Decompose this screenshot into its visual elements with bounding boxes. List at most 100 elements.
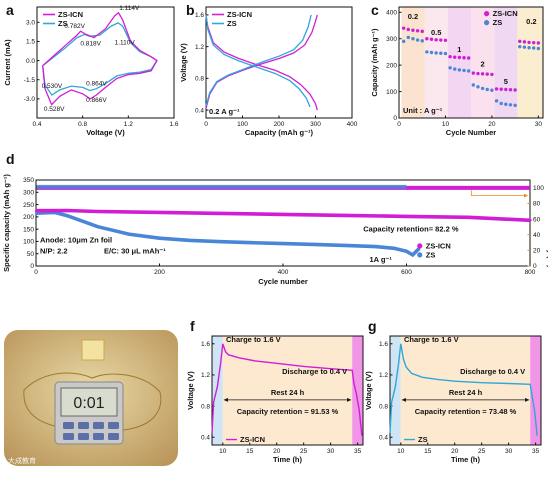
point-zs-icn [494, 87, 499, 91]
panel-label: a [6, 2, 14, 18]
point-zs [425, 50, 429, 54]
discharge-note: Discharge to 0.4 V [460, 367, 525, 376]
y-tick-label: 3.0 [26, 20, 35, 27]
capacity-zs-icn-point [528, 218, 532, 222]
point-zs-icn [504, 87, 508, 92]
peak-annotation: 0.864V [86, 80, 107, 87]
retention-note: Capacity retention = 91.53 % [237, 407, 339, 416]
y2-tick-label: 0 [533, 263, 537, 270]
x-axis-label: Cycle number [258, 277, 308, 286]
y-tick-label: 200 [386, 62, 397, 69]
y-tick-label: 1.6 [195, 12, 204, 19]
y-axis-label: Specific capacity (mAh g⁻¹) [2, 174, 11, 272]
peak-annotation: 0.528V [44, 106, 65, 113]
point-zs-icn [522, 40, 527, 44]
point-zs [401, 39, 406, 44]
panel-g: g 10 15 20 25 30 35 0.4 0.8 1.2 1.6 Time (h) Voltage… [364, 318, 542, 464]
x-tick-label: 15 [246, 448, 254, 455]
y-tick-label: 1.6 [201, 341, 210, 348]
panel-label: b [186, 2, 195, 18]
point-zs [453, 67, 457, 71]
x-tick-label: 100 [237, 121, 248, 128]
legend-marker [484, 11, 490, 17]
capacity-zs-point [343, 243, 347, 247]
x-tick-label: 0.8 [78, 121, 87, 128]
rate-label: 0.5 [431, 28, 441, 37]
x-axis-label: Time (h) [451, 455, 481, 464]
y-tick-label: -1.5 [24, 77, 36, 84]
point-zs [485, 87, 489, 92]
panel-label: d [6, 151, 15, 167]
x-tick-label: 10 [397, 448, 405, 455]
retention-note: Capacity retention= 82.2 % [363, 225, 459, 234]
capacity-zs-point [188, 238, 192, 243]
legend-label: ZS [426, 250, 436, 259]
panel-a: a 0.4 0.8 1.2 1.6 -3.0 -1.5 0.0 1.5 3.0 Voltage (V… [3, 2, 179, 137]
x-tick-label: 15 [424, 448, 432, 455]
point-zs [443, 51, 448, 56]
capacity-zs-icn-point [466, 215, 470, 219]
y2-tick-label: 80 [533, 201, 541, 208]
y-axis-label: Current (mA) [3, 39, 12, 86]
y-tick-label: 300 [23, 189, 34, 196]
y-tick-label: 0.4 [195, 107, 204, 114]
timer-button [93, 433, 104, 440]
y-tick-label: 100 [386, 89, 397, 96]
x-tick-label: 0.4 [32, 121, 41, 128]
plot-frame [398, 6, 544, 119]
peak-annotation: 1.114V [119, 5, 140, 12]
capacity-zs-icn-point [96, 209, 100, 214]
timer-button [93, 422, 104, 429]
x-tick-label: 30 [327, 448, 335, 455]
point-zs-icn [415, 29, 420, 33]
rate-label: 2 [481, 59, 485, 68]
peak-annotation: 0.866V [86, 97, 107, 104]
y-tick-label: 1.5 [26, 39, 35, 46]
arrow-head [524, 193, 528, 198]
point-zs-icn [462, 56, 466, 60]
capacity-zs-point [219, 240, 223, 244]
y2-tick-label: 100 [533, 185, 544, 192]
x-tick-label: 35 [354, 448, 362, 455]
capacity-zs-icn-point [35, 209, 39, 213]
voltage-curve [389, 343, 538, 436]
rest-region [400, 336, 531, 445]
x-tick-label: 600 [401, 269, 412, 276]
legend-label: ZS [227, 19, 237, 28]
panel-label: c [371, 2, 379, 18]
discharge-region [530, 336, 541, 445]
x-tick-label: 20 [273, 448, 281, 455]
point-zs [508, 103, 513, 107]
x-tick-label: 300 [310, 121, 321, 128]
y-tick-label: 1.2 [379, 372, 388, 379]
legend-label: ZS-ICN [58, 10, 83, 19]
point-zs [471, 83, 476, 87]
x-axis-label: Voltage (V) [86, 128, 125, 137]
capacity-zs-point [157, 236, 162, 240]
capacity-zs-point [411, 253, 415, 257]
panel-b: b 0 100 200 300 400 0.4 0.8 1.2 1.6 Capacity (mAh … [179, 2, 358, 137]
y-tick-label: 0.8 [379, 403, 388, 410]
x-axis-label: Capacity (mAh g⁻¹) [245, 128, 314, 137]
rate-note: 0.2 A g⁻¹ [209, 107, 240, 116]
capacity-zs-point [96, 225, 100, 229]
legend-label: ZS [418, 435, 428, 444]
timer-button [78, 422, 89, 429]
y-tick-label: 150 [23, 226, 34, 233]
y-tick-label: 0.4 [201, 434, 210, 441]
point-zs-icn [513, 88, 517, 92]
legend-label: ZS [58, 19, 68, 28]
y-tick-label: 0.4 [379, 434, 388, 441]
charge-curve-zs [205, 14, 312, 107]
y-tick-label: 1.6 [379, 341, 388, 348]
panel-d: d0 200 400 600 800050100150200250300350Cycle… [2, 151, 548, 286]
point-zs-icn [490, 72, 494, 77]
point-zs [434, 51, 438, 55]
point-zs-icn [448, 54, 452, 59]
x-tick-label: 200 [274, 121, 285, 128]
point-zs [504, 102, 508, 106]
rest-arrow-head [401, 397, 406, 402]
watermark: 大成教育 [8, 456, 36, 465]
capacity-zs-point [404, 249, 409, 253]
